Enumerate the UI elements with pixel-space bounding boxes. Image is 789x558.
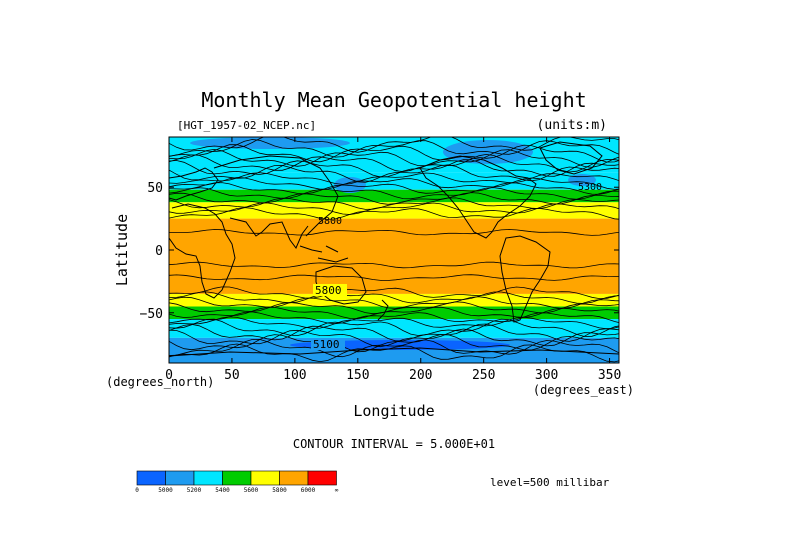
contour-value-labels: 5800 5100 5300 5800 bbox=[311, 182, 602, 351]
colorbar-tick-label: 5200 bbox=[187, 487, 202, 494]
contour-line bbox=[169, 338, 619, 358]
file-label: [HGT_1957-02_NCEP.nc] bbox=[177, 119, 316, 132]
contour-label-5800-south: 5800 bbox=[315, 284, 342, 297]
colorbar bbox=[136, 470, 337, 486]
contour-line bbox=[169, 274, 619, 281]
color-band-1 bbox=[169, 172, 619, 190]
y-tick-label: 0 bbox=[155, 244, 163, 259]
contour-line bbox=[169, 177, 619, 190]
contour-line bbox=[169, 261, 619, 269]
contour-line bbox=[169, 343, 619, 363]
colorbar-tick-label: 5600 bbox=[244, 487, 259, 494]
color-band-3 bbox=[169, 202, 619, 219]
contour-line bbox=[169, 187, 619, 200]
y-tick-label: −50 bbox=[140, 307, 163, 322]
colorbar-swatch bbox=[136, 470, 166, 486]
colorbar-tick-label: 5000 bbox=[158, 487, 173, 494]
contour-line bbox=[169, 172, 619, 185]
colorbar-tick-label: 5400 bbox=[215, 487, 230, 494]
y-axis-unit-label: (degrees_north) bbox=[106, 375, 214, 389]
contour-line bbox=[169, 182, 619, 195]
contour-line bbox=[169, 137, 619, 153]
x-tick-label: 300 bbox=[535, 368, 558, 383]
level-text: level=500 millibar bbox=[490, 476, 610, 489]
x-tick-label: 0 bbox=[165, 368, 173, 383]
contour-line bbox=[169, 148, 619, 168]
contour-line bbox=[169, 197, 619, 210]
contour-line bbox=[169, 296, 619, 309]
x-axis-title: Longitude bbox=[353, 402, 434, 420]
contour-label-bg-5100 bbox=[311, 338, 345, 350]
color-band-5 bbox=[169, 293, 619, 307]
contour-label-5300: 5300 bbox=[578, 182, 602, 193]
y-tick-label: 50 bbox=[147, 181, 163, 196]
x-tick-label: 350 bbox=[598, 368, 621, 383]
longitude-tick-labels: 0 50 100 150 200 250 300 350 bbox=[165, 368, 621, 383]
y-axis-title: Latitude bbox=[113, 214, 131, 286]
coastline-new-zealand bbox=[377, 299, 389, 321]
contour-line bbox=[169, 306, 619, 320]
contour-line bbox=[169, 229, 619, 236]
colorbar-labels: 0 5000 5200 5400 5600 5800 6000 ∞ bbox=[135, 487, 339, 494]
colorbar-swatch bbox=[193, 470, 223, 486]
map-title: Monthly Mean Geopotential height bbox=[201, 88, 586, 112]
units-label: (units:m) bbox=[537, 118, 607, 133]
colorbar-swatch bbox=[250, 470, 280, 486]
low-patch-arctic bbox=[190, 137, 350, 149]
contour-line bbox=[169, 318, 619, 337]
coastline-south-america bbox=[499, 235, 551, 323]
longitude-ticks bbox=[168, 137, 611, 363]
coastline-africa bbox=[169, 203, 236, 299]
contour-interval-text: CONTOUR INTERVAL = 5.000E+01 bbox=[293, 437, 495, 451]
coastline-north-america bbox=[419, 155, 537, 239]
coastline-antarctica bbox=[169, 347, 619, 357]
colorbar-tick-label: 0 bbox=[135, 487, 139, 494]
x-tick-label: 50 bbox=[224, 368, 240, 383]
coastline-arabia-india bbox=[229, 217, 309, 249]
contour-line bbox=[169, 334, 619, 353]
coastline-greenland bbox=[539, 141, 603, 175]
contour-label-bg-5800-south bbox=[313, 284, 347, 296]
colorbar-tick-label: 6000 bbox=[301, 487, 316, 494]
x-tick-label: 100 bbox=[283, 368, 306, 383]
contour-line bbox=[169, 323, 619, 342]
contour-line bbox=[169, 207, 619, 220]
coastlines bbox=[169, 141, 619, 357]
contour-line bbox=[169, 144, 619, 163]
map-area: 5800 5100 5300 5800 bbox=[169, 137, 619, 363]
coastline-europe bbox=[169, 167, 219, 201]
coastline-maritime bbox=[299, 245, 349, 263]
contour-line bbox=[169, 291, 619, 304]
contour-line bbox=[169, 286, 619, 300]
colorbar-swatch bbox=[279, 470, 309, 486]
colorbar-swatch bbox=[222, 470, 252, 486]
contour-line bbox=[169, 153, 619, 173]
colorbar-tick-label: 5800 bbox=[272, 487, 287, 494]
latitude-ticks bbox=[169, 186, 619, 314]
x-tick-label: 200 bbox=[409, 368, 432, 383]
contour-line bbox=[169, 316, 619, 330]
contour-line bbox=[169, 311, 619, 325]
contour-label-5800-north: 5800 bbox=[318, 216, 342, 227]
colorbar-tick-label: ∞ bbox=[335, 487, 339, 494]
color-band-4 bbox=[169, 218, 619, 294]
color-bands bbox=[169, 137, 619, 363]
colorbar-swatch bbox=[307, 470, 337, 486]
coastline-east-asia bbox=[213, 155, 339, 237]
x-axis-unit-label: (degrees_east) bbox=[533, 383, 634, 397]
colorbar-swatch bbox=[165, 470, 195, 486]
x-tick-label: 150 bbox=[346, 368, 369, 383]
latitude-tick-labels: 50 0 −50 bbox=[140, 181, 163, 322]
contour-label-5100: 5100 bbox=[313, 338, 340, 351]
x-tick-label: 250 bbox=[472, 368, 495, 383]
